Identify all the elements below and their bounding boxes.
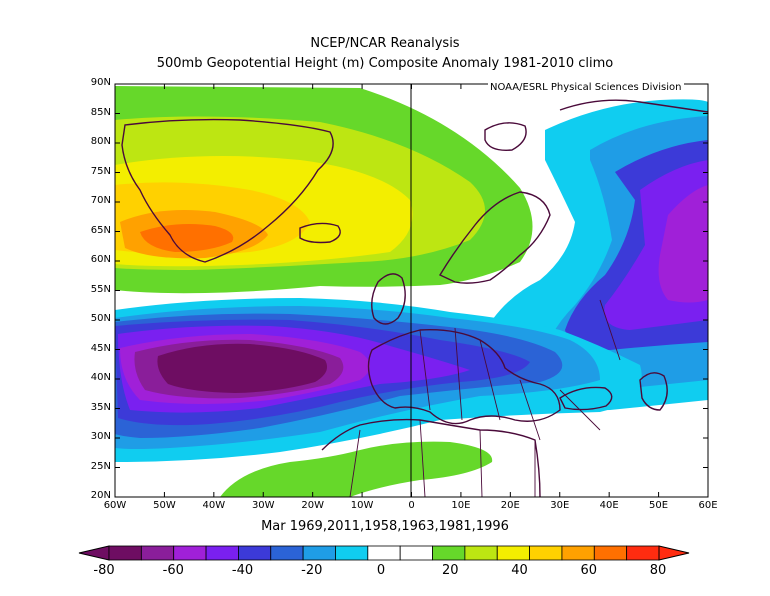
lon-tick-label: 60E — [698, 500, 718, 511]
lat-tick-label: 75N — [90, 165, 111, 177]
colorbar-tick-label: -80 — [93, 563, 115, 578]
colorbar-tick-label: 20 — [441, 563, 459, 578]
europe-coast — [367, 329, 561, 425]
colorbar-tick-label: -20 — [301, 563, 323, 578]
scandinavia-coast — [439, 191, 551, 284]
colorbar-segment — [399, 545, 433, 561]
lat-tick-label: 25N — [90, 460, 111, 472]
lat-tick-label: 90N — [90, 77, 111, 88]
colorbar-segment — [561, 545, 595, 561]
lon-tick-label: 40W — [202, 500, 226, 511]
lat-tick-label: 45N — [90, 342, 111, 354]
iceland-coast — [299, 222, 341, 244]
colorbar-segment — [626, 545, 660, 561]
coastlines — [121, 99, 708, 497]
borders-europe — [419, 299, 621, 441]
map-title: NCEP/NCAR Reanalysis — [310, 36, 460, 51]
lat-tick-label: 60N — [90, 254, 111, 265]
colorbar — [78, 545, 690, 561]
lat-tick-label: 70N — [90, 195, 111, 206]
lat-tick-label: 50N — [90, 313, 111, 324]
colorbar-segment — [335, 545, 369, 561]
colorbar-segment — [140, 545, 175, 561]
british-isles-coast — [371, 273, 406, 325]
lat-tick-label: 20N — [90, 490, 111, 501]
lon-tick-label: 10W — [350, 500, 374, 511]
lon-tick-label: 50W — [153, 500, 176, 511]
lat-tick-label: 85N — [90, 106, 111, 118]
colorbar-segment — [173, 545, 207, 561]
colorbar-segment — [464, 545, 498, 561]
colorbar-segment — [205, 545, 239, 561]
black-sea-coast — [559, 386, 613, 411]
north-africa-coast — [321, 418, 541, 497]
colorbar-tick-label: 40 — [511, 563, 528, 578]
colorbar-left-triangle-icon — [78, 545, 110, 561]
colorbar-segment — [529, 545, 563, 561]
lat-tick-label: 55N — [90, 283, 111, 295]
lon-tick-label: 60W — [103, 500, 127, 511]
russia-east-coast — [559, 99, 708, 113]
lat-tick-label: 35N — [90, 401, 111, 413]
colorbar-tick-label: -40 — [231, 563, 254, 578]
lon-tick-label: 20E — [500, 500, 520, 511]
anomaly-contour-neg60-east — [658, 185, 708, 303]
lon-tick-label: 0 — [408, 500, 415, 511]
lat-tick-label: 30N — [90, 431, 111, 442]
caspian-coast — [639, 372, 668, 411]
colorbar-segment — [593, 545, 628, 561]
lat-tick-label: 65N — [90, 224, 111, 236]
colorbar-segment — [302, 545, 336, 561]
borders-africa — [349, 419, 536, 497]
colorbar-segment — [238, 545, 272, 561]
lon-tick-label: 30W — [251, 500, 275, 511]
svalbard-coast — [484, 122, 527, 151]
colorbar-tick-label: 0 — [376, 563, 386, 578]
colorbar-right-triangle-icon — [658, 545, 690, 561]
lon-tick-label: 40E — [599, 500, 619, 511]
anomaly-contour-pos20-africa — [220, 441, 493, 497]
colorbar-segment — [108, 545, 142, 561]
colorbar-segment — [270, 545, 304, 561]
anomaly-contour-neg80-band — [157, 343, 328, 393]
lon-tick-label: 10E — [451, 500, 471, 511]
anomaly-contour-pos70 — [140, 224, 234, 252]
lon-tick-label: 50E — [649, 500, 669, 511]
axis-ticks — [114, 83, 709, 498]
colorbar-segment — [367, 545, 401, 561]
lat-tick-label: 80N — [90, 136, 111, 147]
colorbar-tick-label: 80 — [649, 563, 667, 578]
colorbar-segment — [496, 545, 530, 561]
map-subtitle-variable: 500mb Geopotential Height (m) Composite … — [156, 56, 614, 71]
colorbar-tick-label: 60 — [580, 563, 598, 578]
colorbar-segment — [432, 545, 466, 561]
colorbar-tick-label: -60 — [162, 563, 184, 578]
lat-tick-label: 40N — [90, 372, 111, 383]
lon-tick-label: 20W — [301, 500, 324, 511]
composite-years-label: Mar 1969,2011,1958,1963,1981,1996 — [261, 519, 509, 534]
lon-tick-label: 30E — [550, 500, 570, 511]
credit-label: NOAA/ESRL Physical Sciences Division — [488, 82, 684, 93]
greenland-coast — [121, 118, 334, 263]
